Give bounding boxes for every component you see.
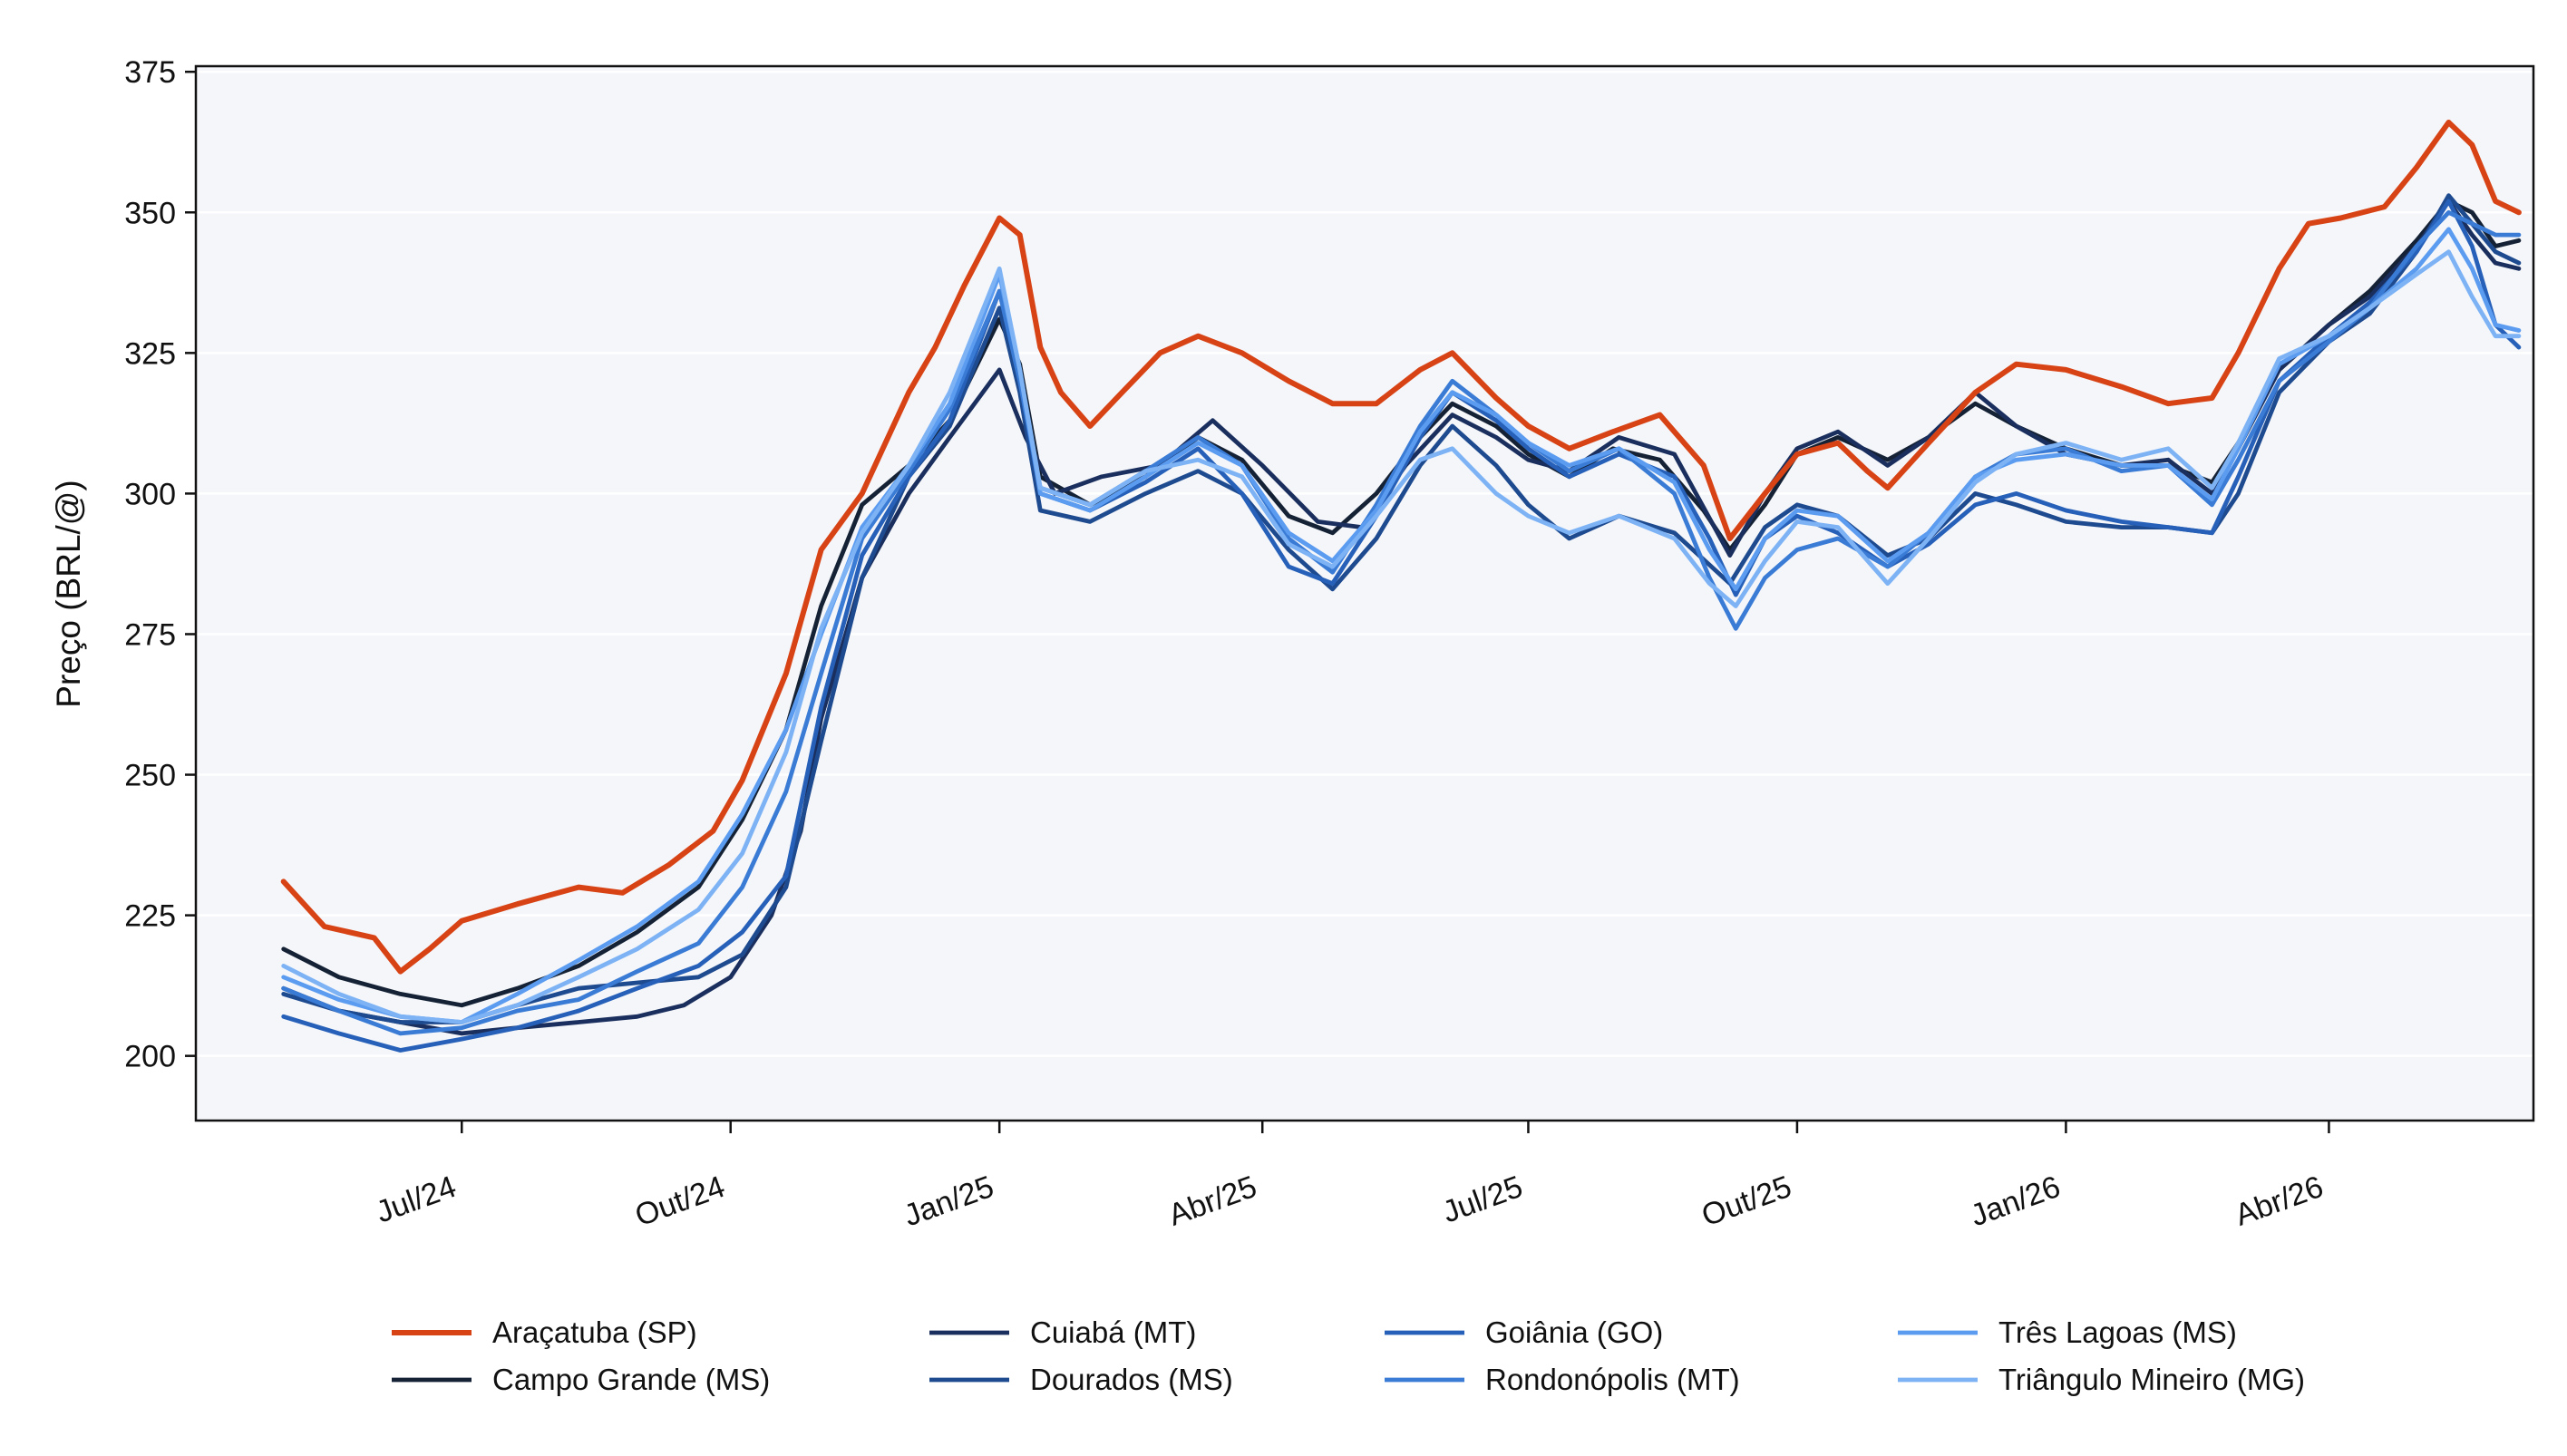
y-tick-label: 325 bbox=[124, 336, 176, 371]
legend-label: Rondonópolis (MT) bbox=[1485, 1363, 1740, 1396]
legend-item: Três Lagoas (MS) bbox=[1898, 1315, 2237, 1349]
legend-item: Goiânia (GO) bbox=[1385, 1315, 1663, 1349]
plot-background bbox=[196, 66, 2533, 1121]
x-tick-label: Abr/25 bbox=[1164, 1170, 1261, 1233]
legend-item: Araçatuba (SP) bbox=[392, 1315, 697, 1349]
legend-label: Araçatuba (SP) bbox=[492, 1315, 697, 1349]
legend: Araçatuba (SP) Campo Grande (MS) Cuiabá (M… bbox=[392, 1315, 2305, 1396]
series-line bbox=[281, 249, 2522, 1024]
legend-item: Cuiabá (MT) bbox=[929, 1315, 1196, 1349]
y-tick-label: 300 bbox=[124, 477, 176, 511]
x-tick-label: Jan/26 bbox=[1966, 1170, 2065, 1234]
series-line bbox=[281, 199, 2522, 1053]
legend-label: Dourados (MS) bbox=[1030, 1363, 1233, 1396]
legend-label: Triângulo Mineiro (MG) bbox=[1998, 1363, 2305, 1396]
legend-label: Goiânia (GO) bbox=[1485, 1315, 1663, 1349]
y-tick-label: 250 bbox=[124, 759, 176, 793]
y-tick-label: 275 bbox=[124, 617, 176, 652]
y-tick-label: 375 bbox=[124, 55, 176, 90]
plot-frame bbox=[194, 64, 2535, 1122]
x-tick-label: Abr/26 bbox=[2231, 1170, 2328, 1233]
grid-lines bbox=[196, 70, 2533, 1057]
x-tick-label: Out/25 bbox=[1697, 1170, 1796, 1234]
y-tick-label: 225 bbox=[124, 899, 176, 934]
series-line bbox=[281, 193, 2522, 1024]
x-axis: Jul/24 Out/24 Jan/25 Abr/25 Jul/25 Out/25 Jan/… bbox=[372, 1121, 2330, 1234]
legend-label: Campo Grande (MS) bbox=[492, 1363, 770, 1396]
x-tick-label: Out/24 bbox=[631, 1170, 730, 1234]
series-line bbox=[281, 227, 2522, 1024]
x-tick-label: Jan/25 bbox=[899, 1170, 998, 1234]
x-tick-label: Jul/25 bbox=[1438, 1170, 1527, 1230]
legend-item: Campo Grande (MS) bbox=[392, 1363, 770, 1396]
x-tick-label: Jul/24 bbox=[372, 1170, 461, 1230]
legend-label: Cuiabá (MT) bbox=[1030, 1315, 1196, 1349]
y-axis-label: Preço (BRL/@) bbox=[50, 480, 87, 707]
series-layer bbox=[280, 120, 2522, 1053]
series-line bbox=[280, 120, 2522, 975]
legend-item: Dourados (MS) bbox=[929, 1363, 1233, 1396]
legend-item: Rondonópolis (MT) bbox=[1385, 1363, 1740, 1396]
legend-item: Triângulo Mineiro (MG) bbox=[1898, 1363, 2305, 1396]
y-axis: 200 225 250 275 300 325 350 375 bbox=[124, 55, 196, 1074]
y-tick-label: 200 bbox=[124, 1040, 176, 1074]
legend-label: Três Lagoas (MS) bbox=[1998, 1315, 2237, 1349]
y-tick-label: 350 bbox=[124, 196, 176, 230]
